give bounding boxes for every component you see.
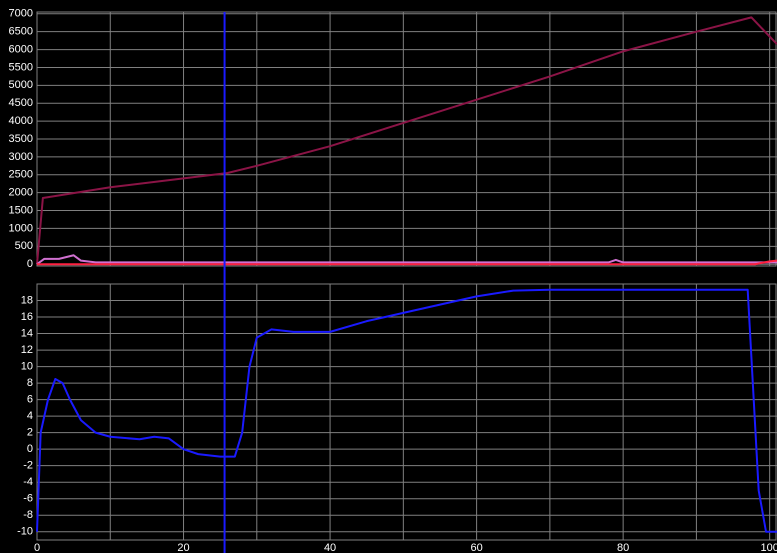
y-tick-label: 16	[21, 311, 33, 323]
y-tick-label: -4	[23, 476, 33, 488]
y-tick-label: 5500	[9, 61, 33, 73]
y-tick-label: 4	[27, 410, 33, 422]
y-tick-label: 3000	[9, 151, 33, 163]
y-tick-label: -10	[17, 526, 33, 538]
y-tick-label: -6	[23, 493, 33, 505]
series-line	[36, 288, 777, 533]
y-tick-label: 6000	[9, 43, 33, 55]
y-tick-label: 18	[21, 294, 33, 306]
y-tick-label: 3500	[9, 133, 33, 145]
y-tick-label: 7000	[9, 8, 33, 20]
y-tick-label: 1500	[9, 204, 33, 216]
y-tick-label: -8	[23, 509, 33, 521]
y-tick-label: 6500	[9, 26, 33, 38]
y-tick-label: 2	[27, 427, 33, 439]
y-tick-label: 2000	[9, 187, 33, 199]
y-tick-label: 2500	[9, 169, 33, 181]
y-tick-label: 4000	[9, 115, 33, 127]
x-tick-label: 60	[470, 542, 482, 553]
y-tick-label: 6	[27, 394, 33, 406]
y-tick-label: 5000	[9, 79, 33, 91]
y-tick-label: 10	[21, 360, 33, 372]
x-tick-label: 80	[617, 542, 629, 553]
y-tick-label: 0	[27, 258, 33, 270]
y-tick-label: 1000	[9, 222, 33, 234]
y-tick-label: 0	[27, 443, 33, 455]
x-tick-label: 100	[760, 542, 777, 553]
x-tick-label: 0	[34, 542, 40, 553]
series-line	[37, 259, 777, 266]
series-line	[36, 254, 777, 266]
y-tick-label: 4500	[9, 97, 33, 109]
x-tick-label: 20	[177, 542, 189, 553]
y-tick-label: 14	[21, 327, 33, 339]
y-tick-label: -2	[23, 460, 33, 472]
x-tick-label: 40	[324, 542, 336, 553]
y-tick-label: 500	[15, 240, 33, 252]
y-tick-label: 8	[27, 377, 33, 389]
series-line	[36, 16, 777, 265]
y-tick-label: 12	[21, 344, 33, 356]
